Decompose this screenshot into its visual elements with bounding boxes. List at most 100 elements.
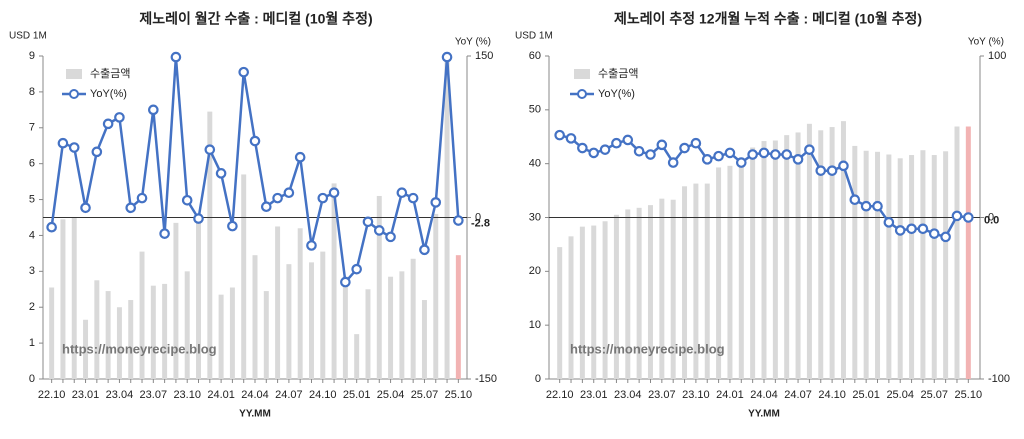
x-tick-label: 25.01 [343,389,371,401]
y2-tick-label: 150 [475,50,493,62]
marker [407,192,419,204]
marker [238,66,250,78]
bar [943,151,949,379]
y-axis-label: USD 1M [9,31,47,42]
y2-axis-label: YoY (%) [968,37,1004,48]
marker [441,51,453,63]
legend-swatch [69,89,79,99]
marker [804,144,815,155]
x-tick-label: 25.07 [921,389,949,401]
legend-swatch [574,69,590,79]
bar [750,147,756,379]
marker [622,134,634,146]
marker [792,154,804,165]
marker [419,244,430,256]
bar [410,258,416,379]
marker [283,187,295,199]
chart-title: 제노레이 추정 12개월 누적 수출 : 메디컬 (10월 추정) [614,11,922,27]
marker [204,144,216,155]
marker [588,147,600,159]
y-tick-label: 60 [529,50,541,62]
marker [362,216,374,228]
marker [294,151,306,163]
bar [625,209,631,379]
marker [102,118,114,130]
y-tick-label: 4 [29,229,35,241]
marker [633,145,645,157]
x-tick-label: 24.10 [309,389,337,401]
marker [136,192,148,204]
bar [229,287,235,379]
bar [309,262,314,379]
bar [602,221,608,379]
legend-label: 수출금액 [90,67,130,80]
bar [252,255,258,379]
bar [139,251,145,379]
marker [249,135,261,147]
marker [599,144,611,155]
bar [71,217,77,379]
marker [860,200,872,212]
bar [965,126,971,379]
bar [399,271,405,379]
legend-swatch [577,89,587,99]
bar [433,213,439,379]
marker [114,112,125,123]
marker [159,228,170,239]
marker [690,137,702,149]
marker [260,201,272,213]
bar [342,276,348,379]
x-tick-label: 24.10 [818,389,846,401]
bar [795,132,801,379]
bar [196,217,201,379]
y-tick-label: 10 [529,319,541,331]
x-axis-label: YY.MM [748,409,780,420]
bar [863,150,869,379]
marker [656,139,668,151]
marker [227,220,238,232]
bar [954,126,960,379]
legend-label: 수출금액 [598,67,638,80]
marker [46,221,57,233]
marker [565,133,577,144]
x-tick-label: 23.04 [106,389,134,401]
marker [724,147,736,159]
x-tick-label: 24.07 [275,389,303,401]
marker [951,210,963,222]
x-tick-label: 23.01 [580,389,608,401]
y-axis-label: USD 1M [515,31,553,42]
bar [162,283,168,379]
marker [193,213,204,224]
bar [444,59,450,379]
bar [241,174,247,379]
marker [385,231,396,243]
bar [591,225,597,379]
y2-tick-label: -100 [988,373,1010,385]
marker [340,276,351,288]
bar [682,186,688,379]
marker [940,231,951,243]
bar [840,121,846,379]
bar [704,183,710,379]
marker [928,228,940,239]
marker [68,142,80,153]
y-tick-label: 5 [29,193,35,205]
bar [557,247,563,379]
bar [784,135,790,379]
bar [60,219,66,379]
x-axis-label: YY.MM [239,409,271,420]
bar [886,154,892,379]
x-tick-label: 24.01 [716,389,744,401]
bar [388,276,394,379]
bar [670,199,676,379]
y2-tick-label: 100 [988,50,1006,62]
x-tick-label: 25.10 [445,389,473,401]
marker [735,157,747,168]
bar [218,294,224,379]
marker [826,165,838,176]
y2-tick-label: 0 [988,211,994,223]
bar [173,222,179,379]
bar [297,228,303,379]
marker [125,202,137,214]
x-tick-label: 25.01 [852,389,880,401]
